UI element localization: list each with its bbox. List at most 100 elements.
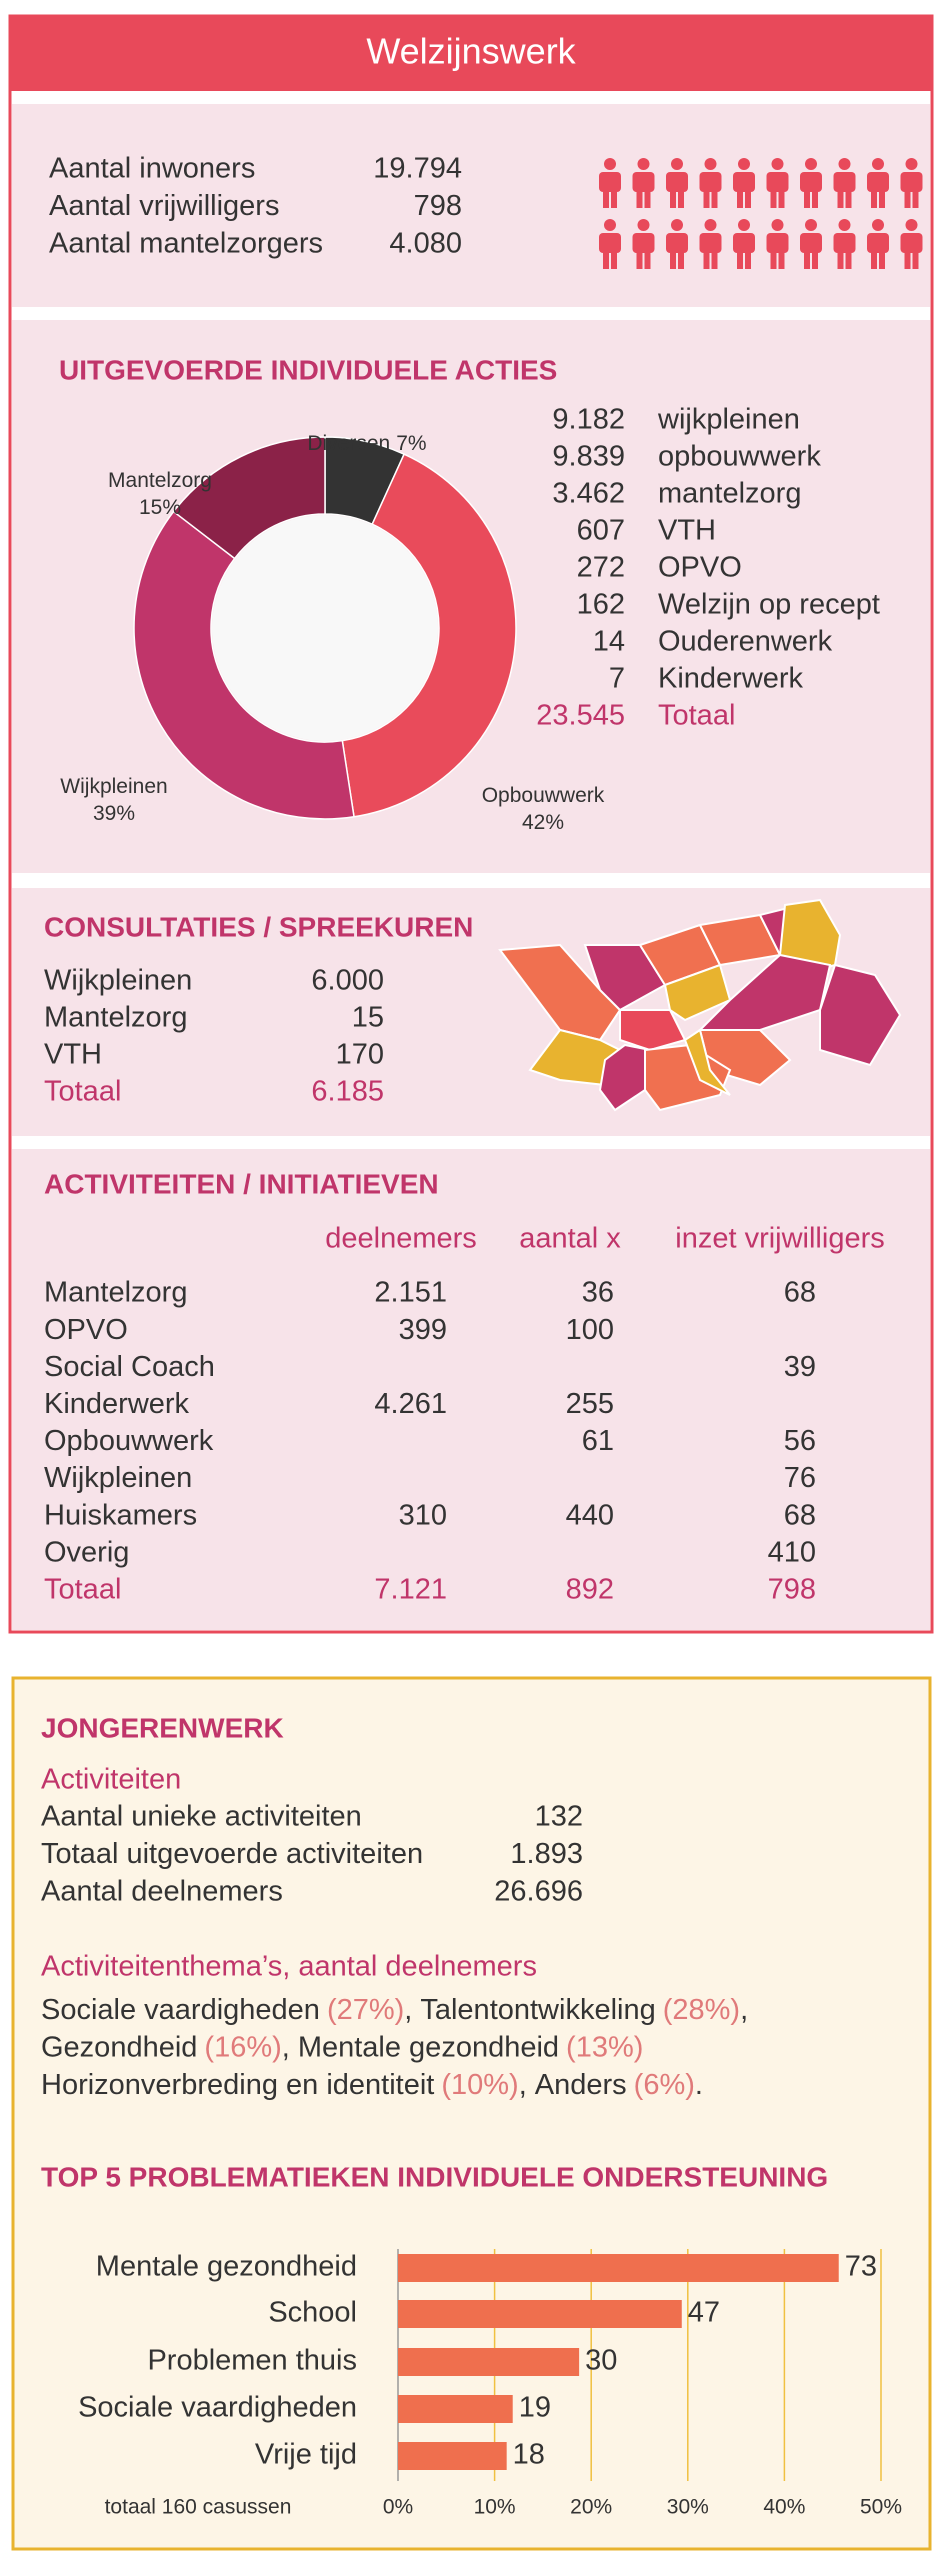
row-label: Opbouwwerk [44,1425,214,1457]
icon-head [872,219,884,231]
row-label: Huiskamers [44,1499,197,1531]
row-label: Aantal unieke activiteiten [41,1801,362,1833]
theme-name: Horizonverbreding en identiteit [41,2069,434,2101]
bar [398,2442,507,2470]
map [498,898,902,1112]
person-icon [766,219,789,269]
list-label: Kinderwerk [658,663,804,695]
donut-label: Diversen 7% [307,432,426,455]
row-value: 6.000 [311,965,384,997]
row-value: 170 [336,1039,384,1071]
icon-head [738,158,750,170]
icon-leg [745,251,751,269]
icon-leg [904,190,911,208]
icon-head [805,219,817,231]
icon-leg [871,251,877,269]
icon-leg [837,190,844,208]
panel [12,104,930,307]
donut-label: Wijkpleinen 39% [60,775,167,825]
icon-body [599,172,621,192]
column-header: aantal x [519,1223,621,1255]
x-tick-label: 50% [860,2496,902,2519]
stat-label: Aantal vrijwilligers [49,190,279,222]
row-label: Overig [44,1536,129,1568]
icon-head [771,219,784,231]
icon-leg [678,190,684,208]
theme-line: Sociale vaardigheden (27%), Talentontwikke… [41,1994,748,2026]
person-icon [632,219,655,269]
cell: 892 [566,1573,614,1605]
person-icon [800,158,822,208]
donut-label: Opbouwwerk 42% [482,784,605,834]
donut-category: Mantelzorg [108,469,212,492]
person-icon [599,219,621,269]
row-value: 1.893 [510,1838,583,1870]
theme-line: Gezondheid (16%), Mentale gezondheid (13%) [41,2031,643,2063]
icon-body [666,233,688,253]
stat-label: Aantal inwoners [49,153,255,185]
section-title: UITGEVOERDE INDIVIDUELE ACTIES [59,354,557,385]
list-label: VTH [658,515,716,547]
cell: 310 [399,1499,447,1531]
cell: 7.121 [374,1573,447,1605]
list-value: 3.462 [552,478,625,510]
section-title: ACTIVITEITEN / INITIATIEVEN [44,1168,439,1199]
donut-value: 39% [93,802,135,825]
person-icon [599,158,621,208]
donut-value: 15% [139,496,181,519]
icon-leg [770,251,777,269]
icon-head [872,158,884,170]
cell: 56 [784,1425,816,1457]
cell: 100 [566,1314,614,1346]
list-label: mantelzorg [658,478,801,510]
icon-leg [845,251,852,269]
total-value: 23.545 [536,700,625,732]
donut-category: Opbouwwerk [482,784,605,807]
theme-sep: . [695,2069,703,2101]
person-icon [766,158,789,208]
theme-share: (13%) [566,2031,643,2063]
theme-sep: , [404,1994,412,2026]
icon-head [604,158,616,170]
icon-leg [611,190,617,208]
theme-name: Gezondheid [41,2031,197,2063]
x-tick-label: 20% [570,2496,612,2519]
icon-leg [912,251,919,269]
list-value: 9.839 [552,441,625,473]
icon-body [766,233,789,253]
cell: 399 [399,1314,447,1346]
x-tick-label: 10% [474,2496,516,2519]
icon-leg [804,190,810,208]
icon-body [666,172,688,192]
chart-title: TOP 5 PROBLEMATIEKEN INDIVIDUELE ONDERST… [41,2161,828,2192]
theme-share: (16%) [204,2031,281,2063]
person-icon [900,158,923,208]
icon-head [738,219,750,231]
cell: 76 [784,1462,816,1494]
person-icon [699,219,722,269]
theme-name: Sociale vaardigheden [41,1994,320,2026]
chart-note: totaal 160 casussen [105,2496,292,2519]
icon-body [632,233,655,253]
icon-leg [871,190,877,208]
bar-category: School [268,2297,357,2329]
icon-head [905,158,918,170]
row-label: VTH [44,1039,102,1071]
icon-leg [644,190,651,208]
icon-head [637,158,650,170]
list-label: Ouderenwerk [658,626,833,658]
icon-leg [879,251,885,269]
bar [398,2254,839,2282]
icon-body [900,172,923,192]
donut-category: Wijkpleinen [60,775,167,798]
person-icon [632,158,655,208]
list-value: 162 [577,589,625,621]
bar-value: 30 [585,2345,617,2377]
cell: 440 [566,1499,614,1531]
icon-leg [804,251,810,269]
row-label: Social Coach [44,1351,215,1383]
row-label: Aantal deelnemers [41,1876,283,1908]
row-label: Mantelzorg [44,1002,187,1034]
row-label: Wijkpleinen [44,1462,192,1494]
